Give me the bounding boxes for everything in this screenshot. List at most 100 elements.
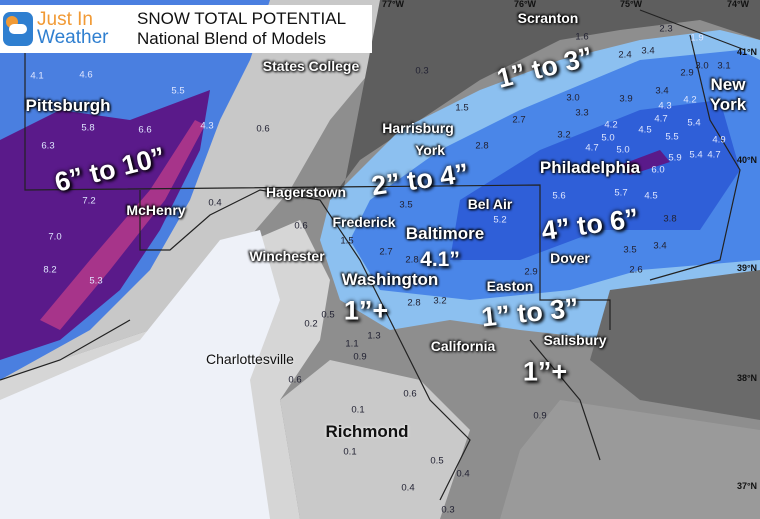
coord-label: 40°N bbox=[736, 155, 758, 165]
amount-label: 4.7 bbox=[707, 149, 721, 161]
logo-text-line1: Just In bbox=[37, 9, 93, 30]
zone-light-south bbox=[280, 360, 470, 519]
amount-label: 5.0 bbox=[601, 132, 615, 144]
city-bel-air: Bel Air bbox=[467, 196, 513, 212]
map-title: SNOW TOTAL POTENTIAL bbox=[137, 9, 347, 28]
city-richmond: Richmond bbox=[325, 422, 409, 441]
amount-label: 4.1 bbox=[30, 70, 44, 82]
amount-label: 0.9 bbox=[533, 410, 547, 422]
city-charlottesville: Charlottesville bbox=[206, 351, 294, 367]
amount-label: 0.2 bbox=[304, 318, 318, 330]
amount-label: 0.1 bbox=[343, 446, 357, 458]
amount-label: 6.0 bbox=[651, 164, 665, 176]
zone-purple-philly bbox=[620, 150, 670, 175]
amount-label: 5.0 bbox=[616, 144, 630, 156]
amount-label: 3.4 bbox=[653, 240, 667, 252]
amount-label: 3.5 bbox=[623, 244, 637, 256]
zone-white bbox=[0, 230, 280, 519]
city-easton: Easton bbox=[486, 278, 534, 294]
city-scranton: Scranton bbox=[517, 10, 579, 26]
amount-label: 4.5 bbox=[644, 190, 658, 202]
zone-blue-dark bbox=[450, 100, 740, 260]
amount-label: 0.4 bbox=[401, 482, 415, 494]
amount-label: 5.7 bbox=[614, 187, 628, 199]
coord-label: 75°W bbox=[619, 0, 643, 9]
amount-label: 3.4 bbox=[655, 85, 669, 97]
title-banner: Just In Weather SNOW TOTAL POTENTIAL Nat… bbox=[0, 5, 372, 53]
amount-label: 0.5 bbox=[430, 455, 444, 467]
coord-label: 37°N bbox=[736, 481, 758, 491]
city-states-college: States College bbox=[262, 58, 360, 74]
amount-label: 0.4 bbox=[456, 468, 470, 480]
amount-label: 4.9 bbox=[712, 134, 726, 146]
amount-label: 2.3 bbox=[659, 23, 673, 35]
amount-label: 4.5 bbox=[638, 124, 652, 136]
city-washington: Washington bbox=[341, 270, 439, 289]
amount-label: 0.5 bbox=[321, 309, 335, 321]
amount-label: 2.7 bbox=[379, 246, 393, 258]
amount-label: 3.4 bbox=[641, 45, 655, 57]
city-winchester: Winchester bbox=[249, 248, 325, 264]
amount-label: 7.0 bbox=[48, 231, 62, 243]
amount-label: 2.6 bbox=[629, 264, 643, 276]
coord-label: 76°W bbox=[513, 0, 537, 9]
amount-label: 0.6 bbox=[294, 220, 308, 232]
amount-label: 4.7 bbox=[585, 142, 599, 154]
amount-label: 1.5 bbox=[340, 235, 354, 247]
amount-label: 5.4 bbox=[687, 117, 701, 129]
amount-label: 0.6 bbox=[288, 374, 302, 386]
amount-label: 3.5 bbox=[399, 199, 413, 211]
amount-label: 5.4 bbox=[689, 149, 703, 161]
amount-label: 3.1 bbox=[717, 60, 731, 72]
city-dover: Dover bbox=[550, 250, 590, 266]
amount-label: 6.3 bbox=[41, 140, 55, 152]
amount-label: 2.4 bbox=[618, 49, 632, 61]
amount-label: 2.8 bbox=[405, 254, 419, 266]
zone-dark-east bbox=[590, 270, 760, 420]
city-frederick: Frederick bbox=[332, 214, 396, 230]
coord-label: 74°W bbox=[726, 0, 750, 9]
amount-label: 0.6 bbox=[403, 388, 417, 400]
amount-label: 3.2 bbox=[433, 295, 447, 307]
state-borders bbox=[0, 9, 746, 501]
baltimore-total: 4.1” bbox=[420, 248, 460, 271]
amount-label: 3.0 bbox=[695, 60, 709, 72]
amount-label: 1.1 bbox=[345, 338, 359, 350]
amount-label: 1.5 bbox=[455, 102, 469, 114]
coord-label: 77°W bbox=[381, 0, 405, 9]
city-california: California bbox=[430, 338, 496, 354]
amount-label: 1.6 bbox=[575, 31, 589, 43]
zone-dark-gray bbox=[330, 0, 760, 260]
amount-label: 4.3 bbox=[658, 100, 672, 112]
amount-label: 1.3 bbox=[367, 330, 381, 342]
weather-cloud-sun-icon bbox=[3, 12, 33, 46]
amount-label: 2.9 bbox=[680, 67, 694, 79]
amount-label: 0.6 bbox=[256, 123, 270, 135]
amount-label: 4.2 bbox=[683, 94, 697, 106]
range-label-salisbury: 1”+ bbox=[522, 356, 568, 387]
amount-label: 4.7 bbox=[654, 113, 668, 125]
amount-label: 3.8 bbox=[663, 213, 677, 225]
amount-label: 3.9 bbox=[619, 93, 633, 105]
logo-text-line2: Weather bbox=[37, 27, 109, 48]
city-harrisburg: Harrisburg bbox=[382, 120, 454, 136]
amount-label: 3.0 bbox=[566, 92, 580, 104]
city-pittsburgh: Pittsburgh bbox=[25, 96, 111, 115]
just-in-weather-logo: Just In Weather bbox=[0, 9, 133, 48]
amount-label: 7.2 bbox=[82, 195, 96, 207]
city-baltimore: Baltimore bbox=[405, 224, 485, 243]
amount-label: 0.4 bbox=[208, 197, 222, 209]
amount-label: 5.2 bbox=[493, 214, 507, 226]
amount-label: 5.6 bbox=[552, 190, 566, 202]
coord-label: 38°N bbox=[736, 373, 758, 383]
amount-label: 3.3 bbox=[575, 107, 589, 119]
range-label-dc-south: 1”+ bbox=[343, 295, 389, 326]
zone-southeast-gray bbox=[500, 400, 760, 519]
amount-label: 3.2 bbox=[557, 129, 571, 141]
amount-label: 2.9 bbox=[524, 266, 538, 278]
coord-label: 41°N bbox=[736, 47, 758, 57]
amount-label: 5.8 bbox=[81, 122, 95, 134]
amount-label: 2.8 bbox=[475, 140, 489, 152]
city-salisbury: Salisbury bbox=[543, 332, 607, 348]
amount-label: 2.7 bbox=[512, 114, 526, 126]
